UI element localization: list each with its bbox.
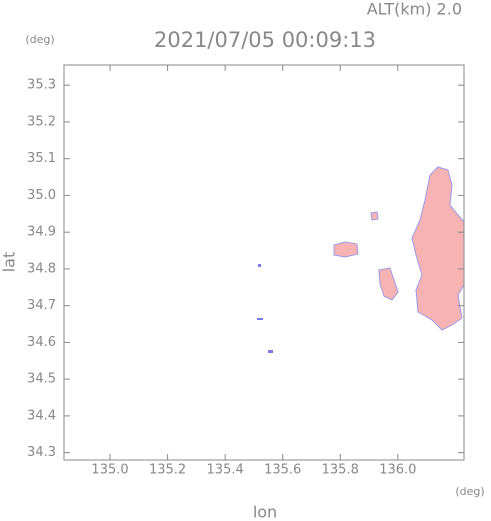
altitude: ALT(km) 2.0 — [367, 0, 462, 19]
x-unit: (deg) — [455, 485, 484, 498]
x-tick-label: 135.8 — [322, 463, 359, 478]
y-tick-label: 35.3 — [27, 78, 56, 93]
chart-title: 2021/07/05 00:09:13 — [154, 28, 376, 52]
echoes — [257, 166, 465, 353]
x-tick-label: 135.0 — [91, 463, 128, 478]
echo — [411, 166, 465, 331]
y-tick-label: 34.7 — [27, 298, 56, 313]
x-tick-label: 135.2 — [149, 463, 186, 478]
y-unit: (deg) — [25, 33, 54, 46]
y-axis-label: lat — [0, 252, 19, 273]
x-tick-label: 135.6 — [264, 463, 301, 478]
echo — [378, 267, 399, 301]
y-tick-label: 34.6 — [27, 335, 56, 350]
echo — [370, 211, 379, 221]
echo — [258, 264, 261, 267]
x-tick-label: 135.4 — [207, 463, 244, 478]
echo — [333, 241, 359, 258]
y-tick-label: 35.1 — [27, 151, 56, 166]
y-tick-label: 35.0 — [27, 188, 56, 203]
echo — [268, 350, 273, 353]
x-axis-label: lon — [253, 503, 277, 521]
echo — [257, 318, 263, 320]
plot-frame — [63, 64, 465, 461]
y-tick-label: 34.9 — [27, 225, 56, 240]
y-tick-label: 34.8 — [27, 261, 56, 276]
y-tick-label: 34.4 — [27, 408, 56, 423]
y-tick-label: 35.2 — [27, 114, 56, 129]
x-tick-label: 136.0 — [379, 463, 416, 478]
y-tick-label: 34.3 — [27, 445, 56, 460]
y-tick-label: 34.5 — [27, 372, 56, 387]
